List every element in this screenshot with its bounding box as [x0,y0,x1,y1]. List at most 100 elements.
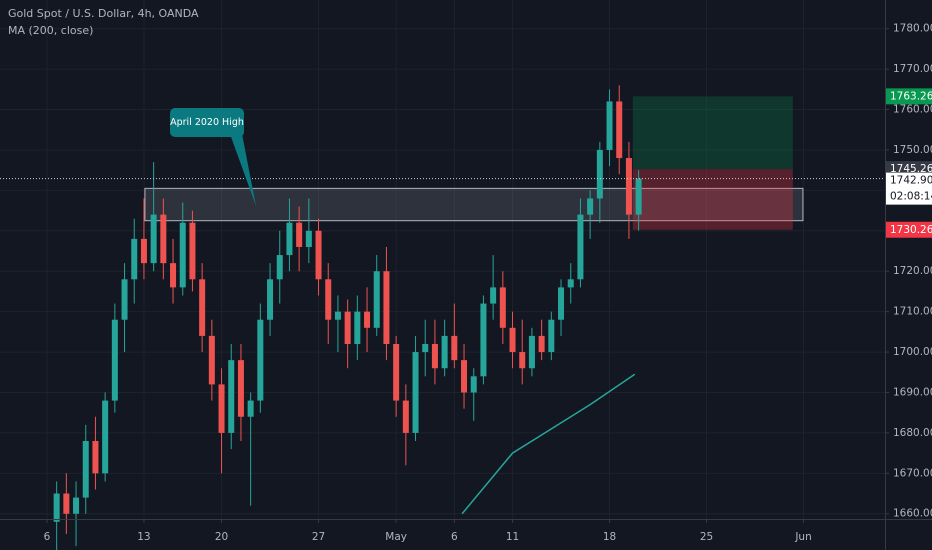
candle-body [325,279,332,320]
resistance-zone [144,187,804,222]
stop-label-bg [886,221,932,238]
candle-body [218,384,225,433]
candle-body [470,376,477,393]
target-label-bg [886,88,932,105]
candle-body [451,335,458,361]
candle-body [267,279,274,320]
candle-body [344,311,351,344]
y-tick-label: 1780.000 [893,23,932,35]
candle-body [73,497,80,514]
last-price-label: 1742.909 [890,175,932,187]
y-tick-label: 1680.000 [893,427,932,439]
candle-body [373,271,380,328]
candle-body [354,311,361,344]
target-label: 1763.260 [890,90,932,102]
x-tick-label: 25 [700,531,713,543]
x-tick-label: Jun [794,531,811,543]
candle-body [393,343,400,401]
x-tick-label: 6 [451,531,458,543]
candle-body [422,343,429,353]
candle-body [131,238,138,280]
candle-body [102,400,109,474]
candle-body [480,303,487,377]
candle-body [208,335,215,385]
x-tick-label: 27 [312,531,325,543]
y-tick-label: 1690.000 [893,386,932,398]
candle-body [315,230,322,280]
moving-average [461,373,636,515]
candle-body [499,287,506,328]
candle-body [383,271,390,344]
candle-body [276,255,283,280]
candle-body [140,238,147,264]
y-tick-label: 1720.000 [893,265,932,277]
candle-body [228,360,235,433]
candle-body [63,493,70,514]
candle-body [538,335,545,353]
candle-body [509,327,516,353]
y-tick-label: 1670.000 [893,467,932,479]
loss-zone [632,169,793,230]
candle-body [199,279,206,336]
annotation-box [170,108,244,137]
countdown: 02:08:14 [890,191,932,203]
y-tick-label: 1660.000 [893,508,932,520]
y-tick-label: 1750.000 [893,144,932,156]
annotation-text: April 2020 High [170,117,244,128]
candle-body [189,222,196,280]
candle-body [170,263,177,288]
y-tick-label: 1700.000 [893,346,932,358]
candle-body [441,335,448,369]
candle-body [364,311,371,328]
candle-body [577,214,584,280]
candle-body [587,198,594,215]
entry-label: 1745.260 [890,163,932,175]
candle-body [606,101,613,150]
candle-body [92,440,99,474]
candle-body [179,222,186,288]
candle-body [616,101,623,159]
candle-body [160,214,167,264]
candle-body [334,311,341,320]
candle-body [528,335,535,369]
y-tick-label: 1710.000 [893,306,932,318]
candle-body [257,319,264,401]
y-tick-label: 1770.000 [893,63,932,75]
candle-body [402,400,409,433]
indicator-label: MA (200, close) [8,24,93,37]
x-tick-label: 20 [215,531,228,543]
candle-body [121,279,128,320]
candle-body [286,222,293,256]
candle-body [237,360,244,417]
candle-body [53,493,60,522]
candle-body [296,222,303,247]
candle-body [247,400,254,417]
candle-body [412,352,419,433]
x-tick-label: 6 [44,531,51,543]
candle-body [519,352,526,369]
candle-body [635,178,642,215]
candle-body [82,440,89,498]
x-tick-label: May [385,531,407,543]
candle-body [461,360,468,393]
candle-body [431,343,438,369]
x-tick-label: 13 [137,531,150,543]
profit-zone [632,96,793,170]
candle-body [305,230,312,247]
plot-area: April 2020 High [0,0,885,550]
candle-body [548,319,555,353]
candle-body [558,287,565,320]
candle-body [111,319,118,401]
x-tick-label: 11 [506,531,519,543]
y-tick-label: 1760.000 [893,104,932,116]
annotation: April 2020 High [170,108,256,206]
candle-body [596,149,603,199]
candle-body [150,214,157,264]
last-price-bg [886,172,932,205]
x-tick-label: 18 [603,531,616,543]
chart-title: Gold Spot / U.S. Dollar, 4h, OANDA [8,7,199,20]
stop-label: 1730.260 [890,224,932,236]
candle-body [567,279,574,288]
